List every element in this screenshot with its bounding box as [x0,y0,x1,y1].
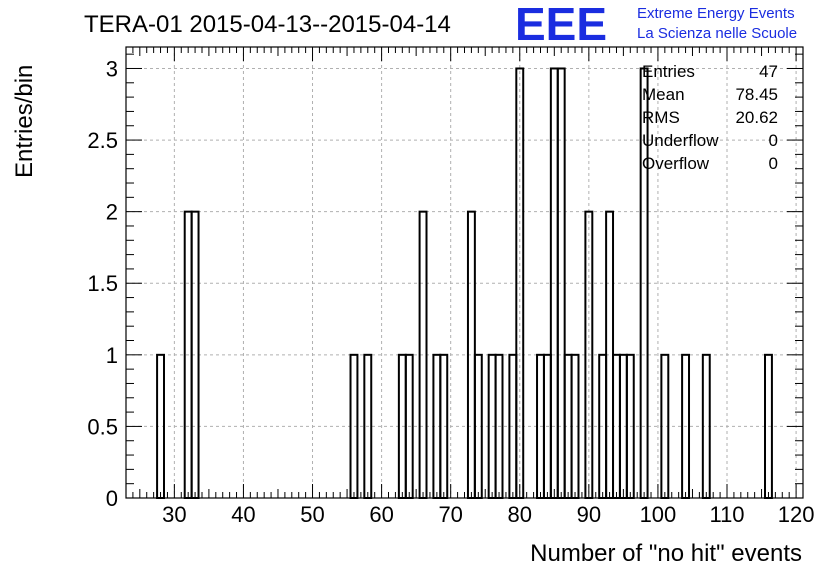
x-tick-label: 120 [778,502,815,527]
stats-value: 0 [769,131,778,150]
x-axis-label: Number of "no hit" events [530,540,802,567]
eee-logo: EEE Extreme Energy Events La Scienza nel… [515,0,797,50]
logo-mark: EEE [515,0,607,50]
stats-value: 78.45 [735,85,778,104]
stats-value: 20.62 [735,108,778,127]
stats-label: Underflow [642,131,719,150]
y-tick-label: 1.5 [87,271,118,296]
stats-box: Entries 47 Mean 78.45 RMS 20.62 Underflow 0 Over… [642,62,778,173]
x-tick-label: 80 [508,502,532,527]
x-tick-label: 60 [369,502,393,527]
axis-ticks: 30 40 50 60 70 80 90 100 110 120 0 0.5 1 1.5 2 2.5 3 [87,47,814,527]
y-tick-label: 0.5 [87,414,118,439]
stats-value: 47 [759,62,778,81]
chart-title: TERA-01 2015-04-13--2015-04-14 [84,11,451,38]
x-tick-label: 100 [640,502,677,527]
logo-line-1: Extreme Energy Events [637,5,795,22]
y-tick-label: 0 [106,486,118,511]
y-tick-label: 2.5 [87,128,118,153]
y-tick-label: 1 [106,343,118,368]
y-tick-label: 3 [106,56,118,81]
y-tick-label: 2 [106,200,118,225]
stats-label: Entries [642,62,695,81]
grid [126,47,803,498]
logo-line-2: La Scienza nelle Scuole [637,25,797,42]
y-axis-label: Entries/bin [11,65,38,178]
plot-frame [125,46,804,499]
x-tick-label: 70 [438,502,462,527]
stats-label: Overflow [642,154,710,173]
stats-value: 0 [769,154,778,173]
x-tick-label: 50 [300,502,324,527]
x-tick-label: 90 [577,502,601,527]
x-tick-label: 110 [709,502,744,527]
x-tick-label: 40 [231,502,255,527]
stats-label: RMS [642,108,680,127]
stats-label: Mean [642,85,685,104]
x-tick-label: 30 [162,502,186,527]
